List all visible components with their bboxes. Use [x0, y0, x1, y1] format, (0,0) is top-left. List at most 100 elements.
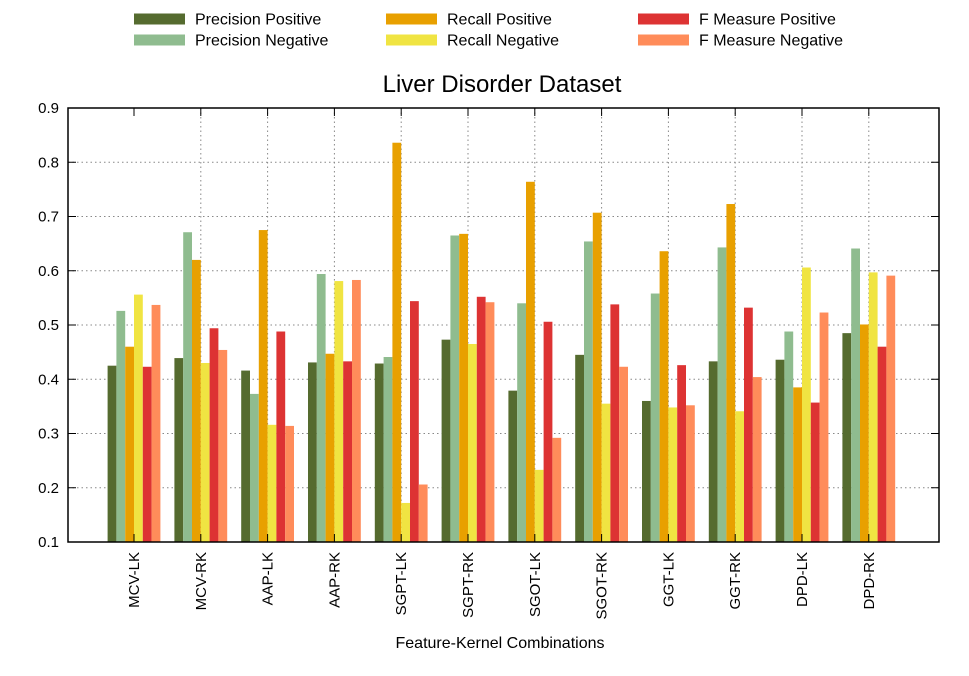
- bar: [552, 437, 562, 542]
- bar: [241, 370, 250, 542]
- bars: [107, 142, 896, 543]
- bar: [142, 366, 152, 542]
- bar: [642, 400, 651, 542]
- bar: [784, 331, 794, 542]
- bar: [401, 502, 410, 542]
- bar: [476, 296, 486, 542]
- bar: [668, 407, 678, 542]
- bar: [793, 387, 802, 542]
- bar: [125, 346, 134, 542]
- legend-swatch: [638, 34, 689, 46]
- bar: [267, 424, 277, 542]
- bar: [526, 181, 535, 542]
- bar: [383, 357, 393, 542]
- bar: [650, 293, 660, 542]
- bar: [775, 359, 785, 542]
- bar: [802, 267, 811, 542]
- x-tick-label: DPD-RK: [861, 552, 878, 610]
- bar: [218, 349, 228, 542]
- bar: [717, 247, 727, 543]
- x-tick-label: DPD-LK: [794, 552, 811, 607]
- bar: [316, 274, 326, 542]
- bar: [752, 377, 762, 542]
- bar: [744, 307, 753, 542]
- bar: [334, 281, 344, 542]
- bar: [200, 362, 210, 542]
- bar: [174, 358, 184, 542]
- bar: [619, 366, 628, 542]
- x-tick-label: AAP-RK: [326, 552, 343, 608]
- y-tick-label: 0.2: [38, 480, 59, 497]
- bar: [868, 272, 878, 542]
- bar: [459, 233, 468, 543]
- bar: [842, 333, 852, 542]
- bar: [708, 361, 718, 542]
- bar: [534, 469, 544, 542]
- bar: [877, 346, 887, 542]
- legend-swatch: [134, 34, 185, 46]
- bar: [183, 232, 192, 543]
- bar: [686, 405, 695, 542]
- bar: [450, 235, 460, 543]
- x-axis: MCV-LK MCV-RK AAP-LK AAP-RK SGPT-LK SGPT-RK SG…: [126, 108, 878, 620]
- y-tick-label: 0.6: [38, 263, 59, 280]
- legend-swatch: [386, 13, 437, 25]
- bar: [659, 251, 669, 542]
- x-tick-label: AAP-LK: [260, 552, 277, 605]
- legend-label: Recall Negative: [447, 33, 559, 50]
- bar: [325, 353, 335, 542]
- y-tick-label: 0.5: [38, 317, 59, 334]
- bar: [250, 393, 259, 542]
- legend-label: F Measure Negative: [699, 33, 843, 50]
- legend-swatch: [386, 34, 437, 46]
- bar: [134, 294, 143, 542]
- legend-label: F Measure Positive: [699, 12, 836, 29]
- legend-swatch: [134, 13, 185, 25]
- bar: [819, 312, 829, 542]
- x-tick-label: GGT-LK: [660, 552, 677, 607]
- bar: [116, 310, 126, 542]
- bar: [192, 259, 201, 542]
- x-tick-label: SGPT-LK: [393, 552, 410, 615]
- bar: [392, 142, 402, 542]
- bar: [543, 321, 553, 542]
- bar: [285, 425, 294, 542]
- bar: [151, 304, 161, 542]
- y-tick-label: 0.3: [38, 426, 59, 443]
- bar: [726, 204, 736, 542]
- bar: [517, 303, 526, 542]
- bar: [601, 403, 611, 542]
- bar: [508, 390, 518, 542]
- y-tick-label: 0.8: [38, 154, 59, 171]
- bar: [468, 343, 477, 542]
- bar: [485, 302, 495, 542]
- bar: [860, 324, 869, 542]
- legend-swatch: [638, 13, 689, 25]
- legend: Precision Positive Precision Negative Reca…: [134, 12, 843, 50]
- bar: [308, 362, 317, 542]
- x-tick-label: MCV-LK: [126, 552, 143, 608]
- y-tick-label: 0.7: [38, 209, 59, 226]
- bar: [276, 331, 286, 542]
- bar: [209, 328, 219, 542]
- bar: [258, 230, 268, 542]
- y-tick-label: 0.1: [38, 534, 59, 551]
- x-tick-label: SGOT-LK: [527, 552, 544, 617]
- bar: [410, 301, 419, 542]
- x-tick-label: GGT-RK: [727, 552, 744, 610]
- legend-label: Precision Negative: [195, 33, 329, 50]
- legend-label: Precision Positive: [195, 12, 321, 29]
- x-tick-label: SGOT-RK: [594, 552, 611, 620]
- bar: [352, 279, 361, 542]
- bar: [810, 402, 820, 542]
- legend-label: Recall Positive: [447, 12, 552, 29]
- chart-title: Liver Disorder Dataset: [383, 71, 622, 98]
- y-axis: 0.1 0.2 0.3 0.4 0.5 0.6 0.7 0.8 0.9: [38, 100, 939, 551]
- y-tick-label: 0.9: [38, 100, 59, 117]
- bar: [575, 354, 584, 542]
- x-tick-label: SGPT-RK: [460, 552, 477, 618]
- bar: [441, 339, 451, 542]
- bar: [677, 365, 686, 542]
- bar: [610, 304, 620, 542]
